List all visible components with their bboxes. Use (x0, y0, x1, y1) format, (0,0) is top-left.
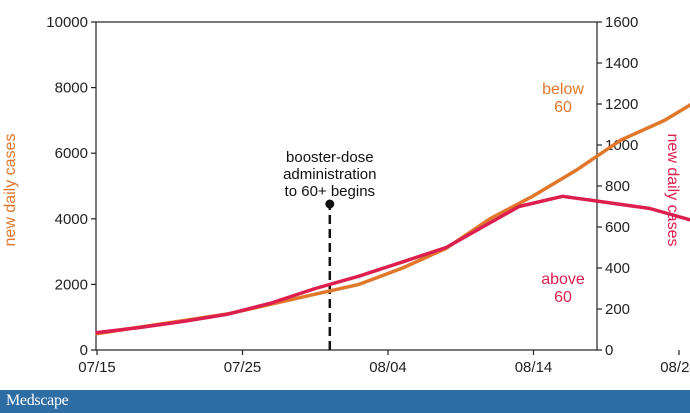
footer-bar: Medscape (0, 390, 690, 413)
left-tick-label: 8000 (55, 80, 88, 97)
booster-annotation-text: to 60+ begins (285, 183, 376, 200)
x-tick-label: 07/25 (224, 359, 262, 376)
booster-marker-dot (325, 199, 335, 209)
left-axis-ticks: 0 2000 4000 6000 8000 10000 (46, 14, 96, 359)
right-tick-label: 400 (605, 260, 630, 277)
booster-annotation-text: booster-dose (286, 149, 374, 166)
left-tick-label: 2000 (55, 276, 88, 293)
right-tick-label: 1200 (605, 96, 638, 113)
x-tick-label: 07/15 (78, 359, 116, 376)
left-tick-label: 0 (80, 342, 88, 359)
above-60-label: 60 (554, 289, 572, 306)
right-tick-label: 200 (605, 301, 630, 318)
below-60-line (95, 103, 690, 336)
x-tick-label: 08/04 (369, 359, 407, 376)
below-60-label: 60 (554, 99, 572, 116)
booster-annotation-text: administration (283, 166, 376, 183)
left-axis-label: new daily cases (2, 134, 19, 247)
right-tick-label: 1600 (605, 14, 638, 31)
right-tick-label: 800 (605, 178, 630, 195)
series-lines (95, 103, 690, 336)
right-axis-ticks: 0 200 400 600 800 1000 1200 1400 1600 (597, 14, 638, 359)
right-axis-label: new daily cases (664, 134, 681, 247)
x-tick-label: 08/24 (660, 359, 690, 376)
x-tick-label: 08/14 (515, 359, 553, 376)
right-tick-label: 1400 (605, 55, 638, 72)
below-60-label: below (542, 81, 584, 98)
above-60-line (95, 194, 690, 335)
right-tick-label: 600 (605, 219, 630, 236)
left-tick-label: 4000 (55, 211, 88, 228)
left-tick-label: 10000 (46, 14, 88, 31)
right-tick-label: 1000 (605, 137, 638, 154)
right-tick-label: 0 (605, 342, 613, 359)
above-60-label: above (541, 271, 585, 288)
left-tick-label: 6000 (55, 145, 88, 162)
chart: 0 2000 4000 6000 8000 10000 0 200 400 600 800 1000… (2, 14, 690, 376)
medscape-logo: Medscape (6, 392, 69, 409)
